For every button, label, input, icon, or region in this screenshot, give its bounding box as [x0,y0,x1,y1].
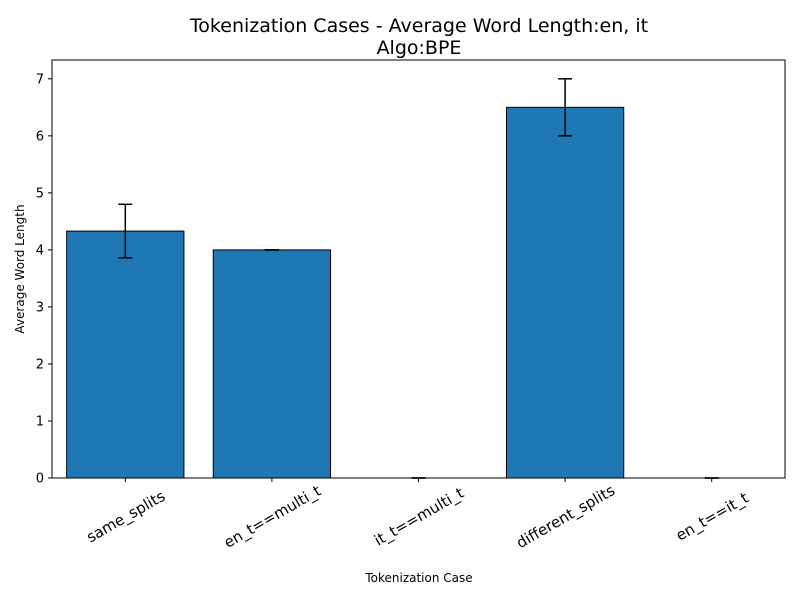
x-tick-label: same_splits [83,487,169,547]
plot-area-frame [51,59,786,479]
x-axis-label: Tokenization Case [364,571,472,585]
x-tick-label: it_t==multi_t [371,484,467,551]
bar [212,249,332,479]
chart-subtitle: Algo:BPE [377,37,462,59]
x-tick-label: different_splits [513,481,618,553]
y-axis-label: Average Word Length [13,204,27,333]
bars-group [66,106,625,479]
y-tick-label: 7 [36,72,44,87]
y-tick-label: 1 [36,414,44,429]
x-tick-label: en_t==multi_t [221,482,325,553]
errorbars-group [118,78,719,479]
y-axis-ticks: 0 1 2 3 4 5 6 7 [36,72,52,487]
y-tick-label: 2 [36,357,44,372]
y-tick-label: 3 [36,300,44,315]
y-tick-label: 6 [36,129,44,144]
chart-title: Tokenization Cases - Average Word Length… [189,15,648,37]
x-tick-label: en_t==it_t [673,489,752,546]
bar [66,230,185,479]
y-tick-label: 4 [36,243,44,258]
bar [505,106,625,479]
x-axis-ticks: same_splits en_t==multi_t it_t==multi_t dif… [83,478,752,553]
y-tick-label: 5 [36,186,44,201]
y-tick-label: 0 [36,472,44,487]
